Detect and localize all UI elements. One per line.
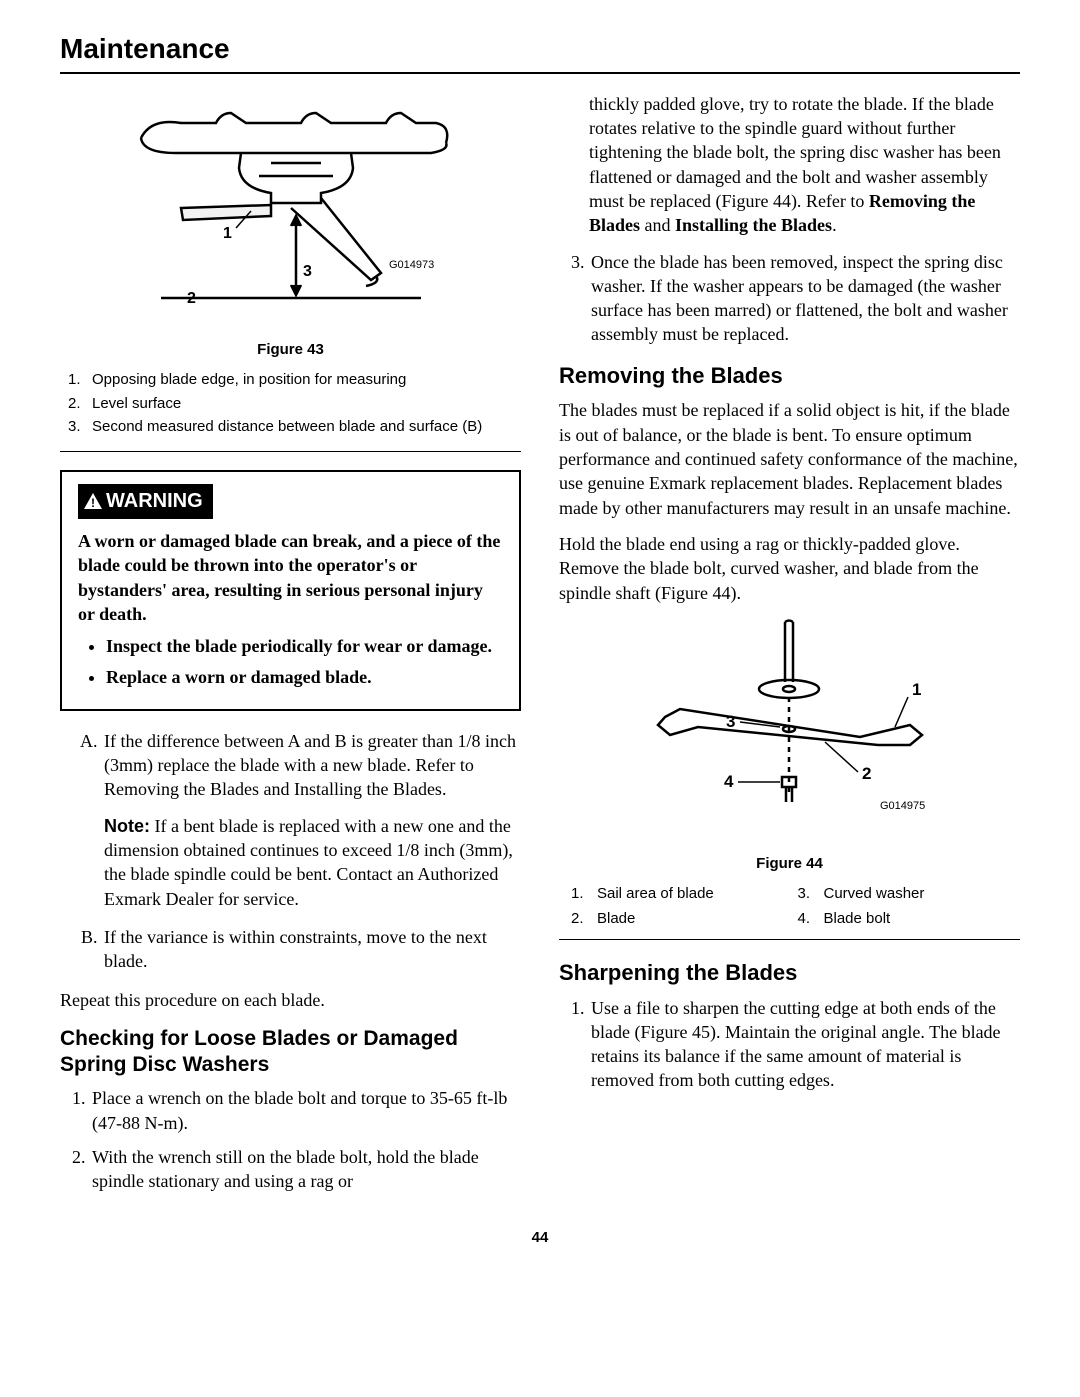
fig44-callout-2: 2 [862,764,871,783]
warning-bullets: Inspect the blade periodically for wear … [106,634,503,689]
page-number: 44 [60,1228,1020,1248]
sharpening-step-1: Use a file to sharpen the cutting edge a… [589,996,1020,1093]
sharpening-steps: Use a file to sharpen the cutting edge a… [589,996,1020,1093]
fig43-leg-2n: 2. [68,394,92,414]
f44-l1n: 1. [571,884,593,904]
checking-steps-right: Once the blade has been removed, inspect… [589,250,1020,347]
removing-p2: Hold the blade end using a rag or thickl… [559,532,1020,605]
warning-box: ! WARNING A worn or damaged blade can bre… [60,470,521,711]
figure-44-caption: Figure 44 [559,854,1020,874]
figure-43-legend: 1.Opposing blade edge, in position for m… [68,370,521,437]
removing-p1: The blades must be replaced if a solid o… [559,398,1020,519]
checking-step-1: Place a wrench on the blade bolt and tor… [90,1086,521,1135]
f44-l3t: Curved washer [824,884,1021,904]
svg-text:!: ! [91,496,95,509]
f44-l3n: 3. [798,884,820,904]
fig43-leg-1n: 1. [68,370,92,390]
lettered-steps: If the difference between A and B is gre… [102,729,521,974]
removing-heading: Removing the Blades [559,361,1020,391]
divider [60,451,521,452]
fig43-leg-1t: Opposing blade edge, in position for mea… [92,370,406,390]
fig43-callout-2: 2 [187,290,196,307]
note-text: If a bent blade is replaced with a new o… [104,816,513,909]
figure-44: 1 2 3 4 G014975 Figure 44 [559,617,1020,875]
divider-2 [559,939,1020,940]
fig43-gcode: G014973 [389,259,434,271]
note-label: Note: [104,816,150,836]
fig43-leg-3t: Second measured distance between blade a… [92,417,482,437]
step-A-note: Note: If a bent blade is replaced with a… [104,814,521,911]
warning-label-text: WARNING [106,490,203,512]
figure-44-legend: 1.Sail area of blade 3.Curved washer 2.B… [571,884,1020,929]
fig44-callout-1: 1 [912,680,921,699]
f44-l4t: Blade bolt [824,909,1021,929]
sharpening-heading: Sharpening the Blades [559,958,1020,988]
fig43-callout-3: 3 [303,263,312,280]
page-title: Maintenance [60,30,1020,74]
figure-43-caption: Figure 43 [60,340,521,360]
fig43-leg-3n: 3. [68,417,92,437]
left-column: 1 2 3 G014973 Figure 43 1.Opposing blade… [60,92,521,1204]
s2b-bold2: Installing the Blades [675,215,832,235]
f44-l2t: Blade [597,909,794,929]
warning-intro: A worn or damaged blade can break, and a… [78,529,503,626]
repeat-para: Repeat this procedure on each blade. [60,988,521,1012]
warning-icon: ! [84,493,102,509]
fig43-leg-2t: Level surface [92,394,181,414]
right-column: thickly padded glove, try to rotate the … [559,92,1020,1204]
checking-step-2b: thickly padded glove, try to rotate the … [589,92,1020,238]
checking-steps-left: Place a wrench on the blade bolt and tor… [90,1086,521,1193]
figure-44-svg: 1 2 3 4 G014975 [610,617,970,842]
fig43-callout-1: 1 [223,225,232,242]
figure-43-svg: 1 2 3 G014973 [121,98,461,328]
step-B: If the variance is within constraints, m… [102,925,521,974]
fig44-callout-3: 3 [726,712,735,731]
fig44-callout-4: 4 [724,772,734,791]
f44-l1t: Sail area of blade [597,884,794,904]
warning-badge: ! WARNING [78,484,213,519]
f44-l4n: 4. [798,909,820,929]
s2b-mid: and [640,215,675,235]
figure-43: 1 2 3 G014973 Figure 43 [60,98,521,361]
warning-bullet-2: Replace a worn or damaged blade. [106,665,503,689]
step-A: If the difference between A and B is gre… [102,729,521,911]
checking-step-3: Once the blade has been removed, inspect… [589,250,1020,347]
warning-bullet-1: Inspect the blade periodically for wear … [106,634,503,658]
step-A-text: If the difference between A and B is gre… [104,731,516,800]
fig44-gcode: G014975 [880,800,925,812]
f44-l2n: 2. [571,909,593,929]
two-column-layout: 1 2 3 G014973 Figure 43 1.Opposing blade… [60,92,1020,1204]
s2b-post: . [832,215,837,235]
checking-step-2a: With the wrench still on the blade bolt,… [90,1145,521,1194]
checking-heading: Checking for Loose Blades or Damaged Spr… [60,1026,521,1079]
